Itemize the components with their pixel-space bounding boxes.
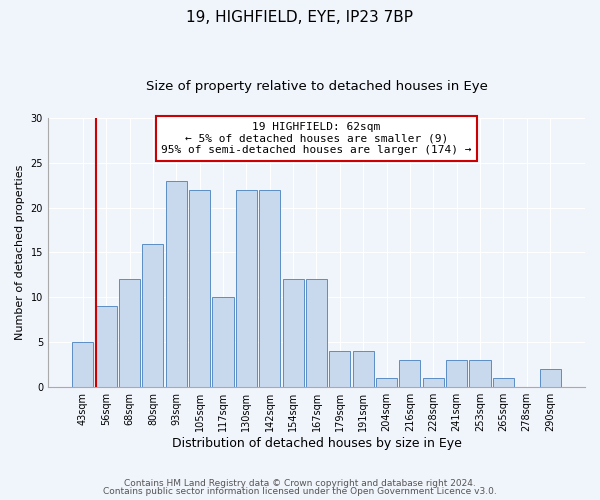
Bar — [306, 280, 327, 387]
Bar — [329, 352, 350, 387]
Text: Contains HM Land Registry data © Crown copyright and database right 2024.: Contains HM Land Registry data © Crown c… — [124, 478, 476, 488]
Title: Size of property relative to detached houses in Eye: Size of property relative to detached ho… — [146, 80, 487, 93]
Bar — [119, 280, 140, 387]
Bar — [376, 378, 397, 387]
Bar — [212, 298, 233, 387]
Bar — [189, 190, 210, 387]
Text: Contains public sector information licensed under the Open Government Licence v3: Contains public sector information licen… — [103, 487, 497, 496]
Bar — [142, 244, 163, 387]
Bar — [446, 360, 467, 387]
Bar — [73, 342, 94, 387]
X-axis label: Distribution of detached houses by size in Eye: Distribution of detached houses by size … — [172, 437, 461, 450]
Text: 19 HIGHFIELD: 62sqm
← 5% of detached houses are smaller (9)
95% of semi-detached: 19 HIGHFIELD: 62sqm ← 5% of detached hou… — [161, 122, 472, 155]
Text: 19, HIGHFIELD, EYE, IP23 7BP: 19, HIGHFIELD, EYE, IP23 7BP — [187, 10, 413, 25]
Bar — [95, 306, 117, 387]
Bar — [353, 352, 374, 387]
Bar — [283, 280, 304, 387]
Bar — [400, 360, 421, 387]
Bar — [539, 369, 560, 387]
Bar — [166, 180, 187, 387]
Bar — [469, 360, 491, 387]
Bar — [423, 378, 444, 387]
Y-axis label: Number of detached properties: Number of detached properties — [15, 165, 25, 340]
Bar — [236, 190, 257, 387]
Bar — [493, 378, 514, 387]
Bar — [259, 190, 280, 387]
